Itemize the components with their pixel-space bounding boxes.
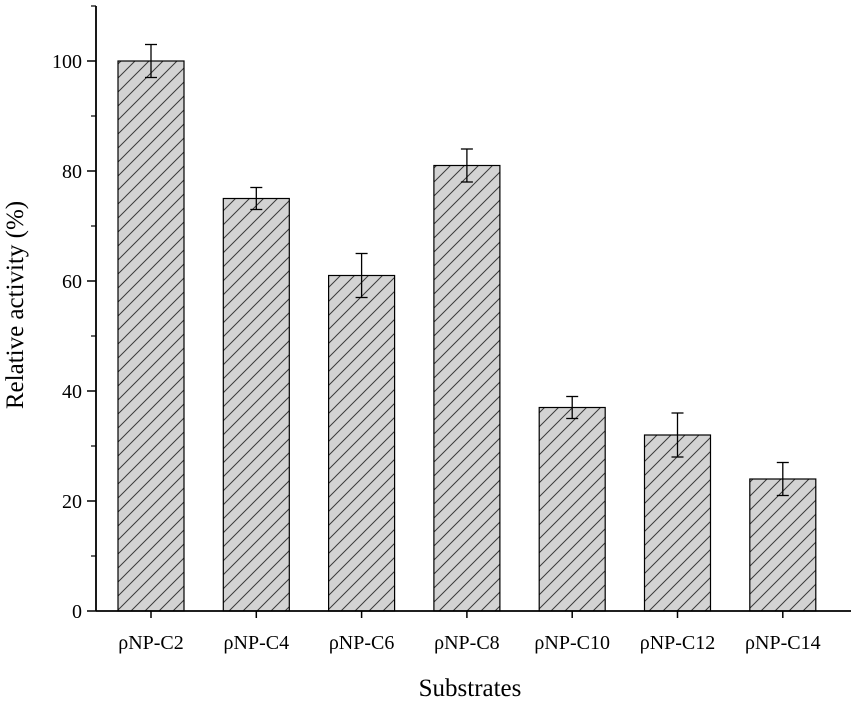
bar xyxy=(328,274,396,612)
bar xyxy=(433,164,501,612)
bar xyxy=(222,197,290,612)
y-axis-title: Relative activity (%) xyxy=(2,201,29,409)
x-axis-title: Substrates xyxy=(419,675,522,702)
bar xyxy=(538,406,606,612)
x-tick-label: ρNP-C10 xyxy=(534,632,610,654)
x-tick-label: ρNP-C14 xyxy=(745,632,821,654)
x-tick-label: ρNP-C8 xyxy=(434,632,500,654)
x-tick-label: ρNP-C4 xyxy=(224,632,290,654)
y-tick-label: 0 xyxy=(72,601,82,623)
x-tick-label: ρNP-C6 xyxy=(329,632,395,654)
y-tick-label: 20 xyxy=(62,491,82,513)
x-tick-label: ρNP-C2 xyxy=(118,632,184,654)
bar xyxy=(749,478,817,612)
axes-layer: ρNP-C2 ρNP-C4 ρNP-C6 ρNP-C8 ρNP-C10 ρNP-C12 ρN… xyxy=(52,5,851,654)
y-tick-label: 100 xyxy=(52,51,82,73)
y-tick-label: 60 xyxy=(62,271,82,293)
y-tick-label: 80 xyxy=(62,161,82,183)
error-bars-layer xyxy=(145,43,789,497)
x-tick-label: ρNP-C12 xyxy=(640,632,716,654)
bars-layer xyxy=(117,60,817,612)
bar xyxy=(643,434,712,612)
bar xyxy=(117,60,185,612)
y-tick-label: 40 xyxy=(62,381,82,403)
